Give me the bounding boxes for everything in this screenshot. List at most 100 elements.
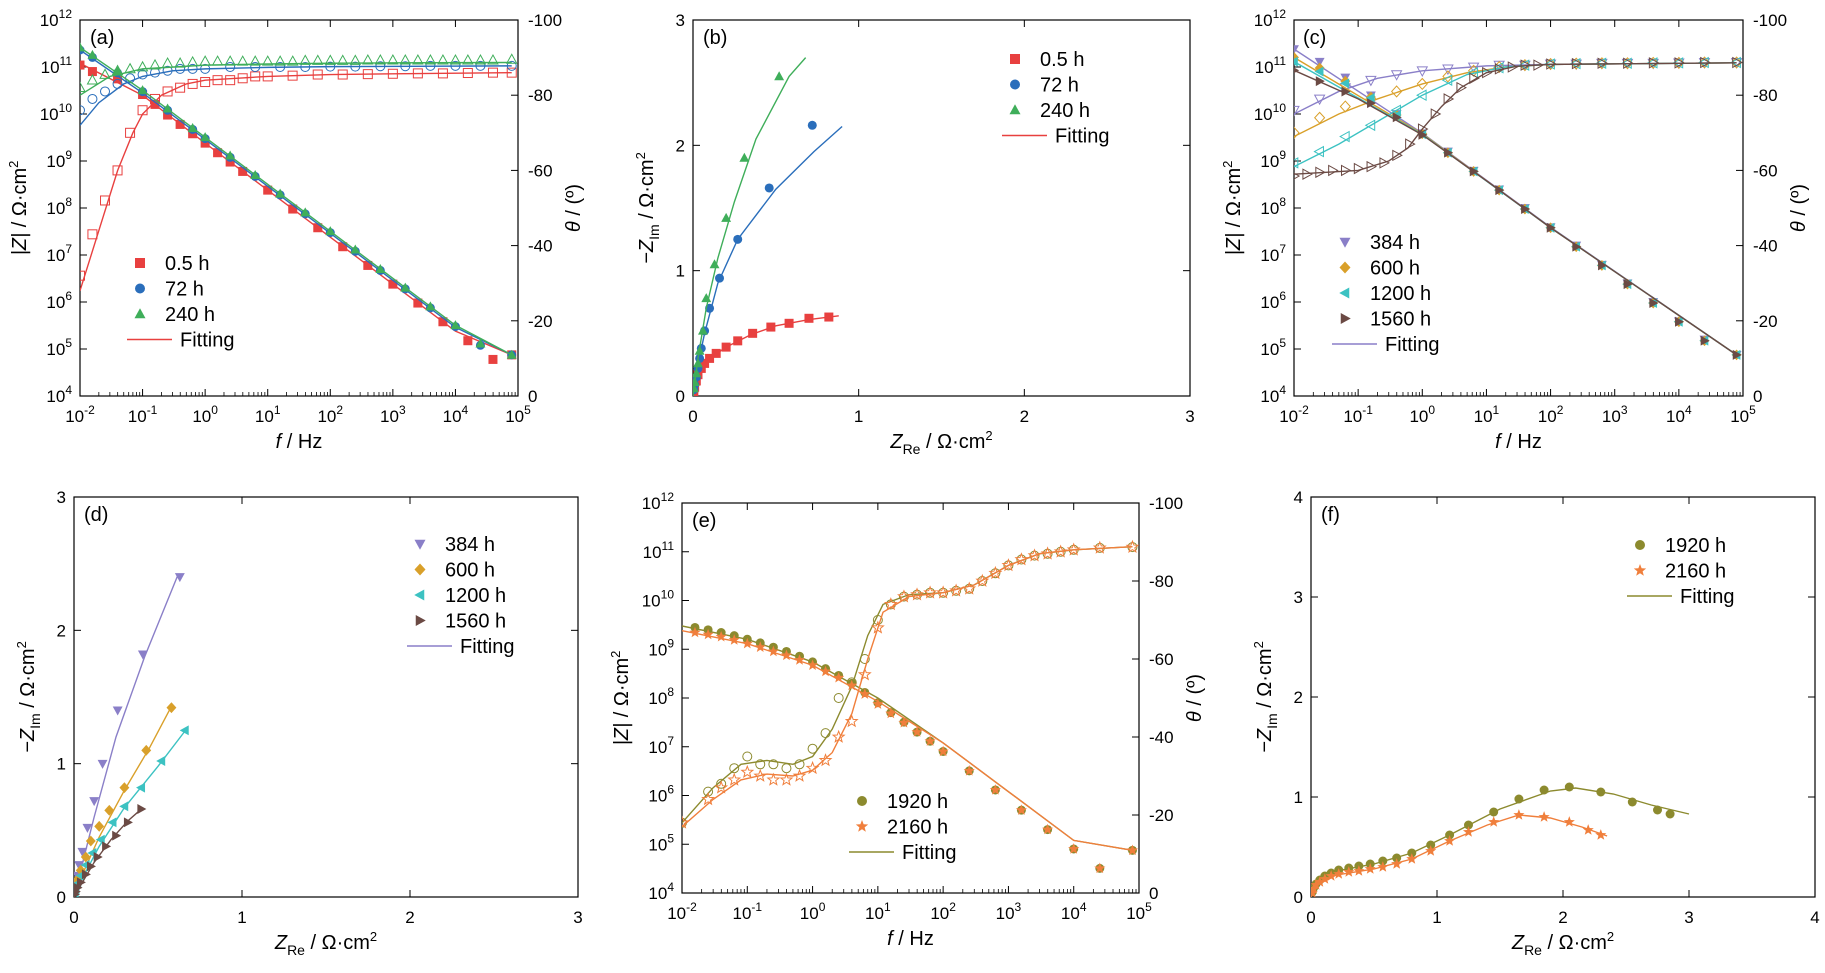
phase-point	[112, 78, 123, 89]
phase-point	[475, 60, 486, 71]
y-tick-label: 109	[46, 148, 72, 171]
phase-point	[399, 54, 412, 65]
phase-point	[1730, 56, 1741, 69]
data-point	[693, 368, 702, 378]
phase-point	[300, 62, 311, 72]
data-point	[119, 801, 129, 812]
plot-area	[682, 539, 1139, 874]
phase-point	[1339, 130, 1350, 143]
legend-label: Fitting	[1680, 586, 1734, 608]
data-point	[81, 869, 91, 880]
phase-point	[249, 55, 261, 66]
phase-point	[740, 764, 755, 778]
y-tick-label: 104	[46, 383, 72, 406]
phase-point	[1698, 56, 1711, 69]
data-point	[774, 71, 785, 81]
phase-point	[1001, 558, 1016, 572]
x-tick-label: 10-1	[732, 900, 762, 923]
modulus-point	[911, 726, 923, 737]
modulus-point	[238, 166, 248, 176]
x-axis-label: f / Hz	[1495, 431, 1542, 453]
modulus-point	[728, 634, 740, 645]
y-tick-label: 104	[648, 880, 674, 903]
modulus-point	[1340, 78, 1350, 89]
data-point	[1445, 830, 1455, 840]
phase-point	[437, 68, 448, 79]
x-axis-label: ZRe / Ω·cm2	[274, 929, 377, 958]
modulus-point	[963, 765, 975, 776]
phase-point	[910, 587, 924, 601]
phase-point	[1533, 59, 1544, 71]
data-point	[119, 782, 130, 794]
phase-point	[1313, 145, 1324, 158]
data-point	[74, 861, 84, 871]
phase-point	[1405, 138, 1416, 150]
phase-point	[1416, 66, 1429, 77]
x-tick-label: 3	[573, 908, 582, 927]
phase-point	[1302, 168, 1313, 180]
legend-marker	[414, 563, 426, 576]
chart-panel: 0 1 2 3 0 1 2 3 ZRe / Ω·cm2 −ZIm / Ω·cm2 (b) 0.5 h 7…	[633, 11, 1195, 457]
data-point	[694, 345, 705, 355]
modulus-point	[175, 119, 185, 129]
phase-point	[716, 778, 727, 789]
data-point	[1564, 782, 1574, 792]
x-tick-label: 105	[505, 403, 531, 426]
x-tick-label: 3	[1684, 908, 1693, 927]
data-point	[1311, 883, 1320, 894]
y-tick-label: 107	[1260, 242, 1286, 265]
modulus-point	[413, 298, 423, 308]
y-tick-label: 1010	[40, 101, 73, 124]
phase-point	[505, 53, 518, 64]
phase-point	[1519, 58, 1531, 72]
phase-point	[100, 86, 111, 97]
modulus-point	[780, 649, 793, 661]
y2-tick-label: -80	[1149, 572, 1174, 591]
x-axis-label: ZRe / Ω·cm2	[889, 428, 992, 457]
phase-point	[1443, 93, 1455, 105]
y-tick-label: 105	[46, 336, 72, 359]
x-tick-label: 100	[1409, 403, 1435, 426]
modulus-point	[1068, 843, 1080, 854]
x-tick-label: 10-2	[65, 403, 95, 426]
phase-point	[1294, 157, 1299, 169]
data-point	[89, 797, 100, 807]
y2-axis-label: θ / (º)	[563, 184, 585, 232]
modulus-point	[163, 110, 173, 120]
modulus-point	[1732, 349, 1742, 360]
phase-point	[701, 792, 716, 806]
phase-point	[362, 69, 373, 80]
data-point	[721, 212, 732, 222]
modulus-point	[689, 626, 701, 638]
phase-point	[768, 759, 779, 770]
data-point	[137, 804, 147, 814]
phase-point	[200, 63, 211, 74]
chart-panel: 0 1 2 3 4 0 1 2 3 4 ZRe / Ω·cm2 −ZIm / Ω·cm2 (f) 1920…	[1251, 488, 1820, 958]
phase-point	[1313, 94, 1326, 106]
phase-point	[1546, 58, 1557, 70]
phase-point	[807, 743, 818, 754]
legend-marker	[1339, 287, 1350, 299]
data-point	[1653, 805, 1662, 815]
y2-tick-label: 0	[528, 387, 537, 406]
plot-frame	[73, 496, 579, 898]
phase-point	[1379, 157, 1390, 169]
legend-marker	[135, 283, 145, 294]
data-point	[711, 348, 721, 358]
x-axis-label: f / Hz	[887, 928, 934, 950]
phase-point	[450, 60, 461, 71]
legend-marker	[1009, 104, 1021, 115]
phase-point	[1364, 119, 1376, 132]
legend-marker	[1010, 79, 1020, 90]
modulus-point	[741, 637, 753, 649]
y-tick-label: 1012	[40, 7, 73, 30]
y2-tick-label: -100	[1753, 11, 1787, 30]
y-tick-label: 2	[57, 621, 66, 640]
phase-point	[975, 573, 990, 587]
y2-tick-label: -100	[1149, 494, 1183, 513]
legend-label: Fitting	[180, 330, 234, 352]
y-axis-label: |Z| / Ω·cm2	[608, 651, 633, 746]
phase-point	[506, 67, 517, 78]
phase-point	[1340, 164, 1352, 177]
phase-point	[275, 62, 286, 72]
